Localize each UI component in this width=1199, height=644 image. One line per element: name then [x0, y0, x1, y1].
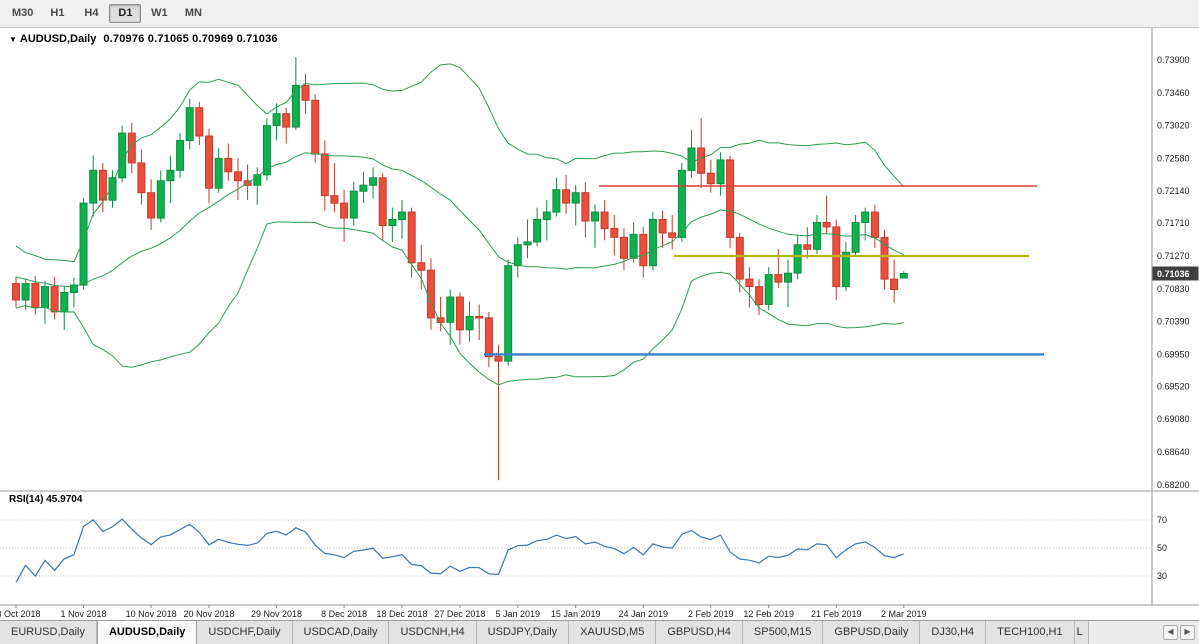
tabs-scroll-right-icon[interactable]: ▶ — [1180, 625, 1195, 640]
date-axis-tick: 2 Feb 2019 — [688, 609, 734, 619]
current-price-badge: 0.71036 — [1152, 266, 1199, 281]
rsi-axis-tick: 50 — [1157, 543, 1167, 553]
timeframe-button-m30[interactable]: M30 — [12, 7, 34, 19]
rsi-axis-tick: 70 — [1157, 515, 1167, 525]
date-axis-tick: 15 Jan 2019 — [551, 609, 601, 619]
chart-tabbar: EURUSD,Daily AUDUSD,Daily USDCHF,Daily USDC… — [0, 621, 1159, 644]
chart-tab-usdchf-daily[interactable]: USDCHF,Daily — [197, 621, 293, 644]
timeframe-button-d1[interactable]: D1 — [109, 4, 142, 23]
timeframe-button-w1[interactable]: W1 — [151, 7, 168, 19]
price-axis-tick: 0.70830 — [1157, 284, 1190, 294]
chart-window: 0.73900 0.73460 0.73020 0.72580 0.72140 0.717… — [0, 28, 1199, 620]
chart-tab-tech100-h1[interactable]: TECH100,H1 — [986, 621, 1075, 644]
price-axis-tick: 0.69080 — [1157, 414, 1190, 424]
chart-tab-l[interactable]: L — [1074, 621, 1089, 644]
rsi-indicator: 70 50 30 — [0, 515, 1167, 583]
price-axis-tick: 0.69520 — [1157, 381, 1190, 391]
price-chart-canvas[interactable]: 0.73900 0.73460 0.73020 0.72580 0.72140 0.717… — [0, 28, 1199, 620]
bollinger-middle-band — [15, 152, 905, 288]
date-axis-tick: 21 Feb 2019 — [811, 609, 862, 619]
chart-tab-gbpusd-daily[interactable]: GBPUSD,Daily — [823, 621, 921, 644]
rsi-axis-tick: 30 — [1157, 571, 1167, 581]
price-axis: 0.73900 0.73460 0.73020 0.72580 0.72140 0.717… — [1151, 28, 1190, 605]
bollinger-lower-band — [15, 221, 904, 386]
price-axis-tick: 0.73460 — [1157, 88, 1190, 98]
chart-tab-eurusd-daily[interactable]: EURUSD,Daily — [0, 621, 97, 644]
price-axis-tick: 0.68640 — [1157, 447, 1190, 457]
date-axis-tick: 24 Jan 2019 — [618, 609, 668, 619]
main-chart-plot-area[interactable] — [0, 28, 1152, 490]
tabs-scroll-left-icon[interactable]: ◀ — [1163, 625, 1178, 640]
date-axis-tick: 5 Jan 2019 — [496, 609, 541, 619]
date-axis-tick: 27 Dec 2018 — [434, 609, 485, 619]
price-axis-tick: 0.72140 — [1157, 186, 1190, 196]
chart-tab-xauusd-m5[interactable]: XAUUSD,M5 — [569, 621, 657, 644]
price-axis-tick: 0.72580 — [1157, 153, 1190, 163]
bollinger-bands — [15, 63, 905, 386]
date-axis: 23 Oct 2018 1 Nov 2018 10 Nov 2018 20 Nov 2… — [0, 605, 927, 619]
price-axis-tick: 0.68200 — [1157, 480, 1190, 490]
chart-tab-usdjpy-daily[interactable]: USDJPY,Daily — [476, 621, 570, 644]
date-axis-tick: 20 Nov 2018 — [183, 609, 234, 619]
chart-tab-audusd-daily[interactable]: AUDUSD,Daily — [96, 621, 198, 644]
date-axis-tick: 18 Dec 2018 — [376, 609, 427, 619]
chart-tab-gbpusd-h4[interactable]: GBPUSD,H4 — [656, 621, 743, 644]
date-axis-tick: 8 Dec 2018 — [321, 609, 367, 619]
timeframe-toolbar: M30 H1 H4 D1 W1 MN — [0, 0, 1199, 28]
price-axis-tick: 0.73020 — [1157, 121, 1190, 131]
rsi-line — [15, 518, 905, 583]
timeframe-button-mn[interactable]: MN — [184, 7, 202, 19]
tabbar-row: EURUSD,Daily AUDUSD,Daily USDCHF,Daily USDC… — [0, 620, 1199, 644]
chart-tab-dj30-h4[interactable]: DJ30,H4 — [920, 621, 987, 644]
date-axis-tick: 2 Mar 2019 — [881, 609, 927, 619]
price-axis-tick: 0.73900 — [1157, 55, 1190, 65]
timeframe-button-h4[interactable]: H4 — [84, 7, 99, 19]
date-axis-tick: 23 Oct 2018 — [0, 609, 41, 619]
bollinger-upper-band — [15, 63, 905, 263]
svg-text:0.71036: 0.71036 — [1157, 269, 1190, 279]
horizontal-trendlines — [484, 185, 1044, 356]
chart-tab-usdcad-daily[interactable]: USDCAD,Daily — [292, 621, 390, 644]
date-axis-tick: 1 Nov 2018 — [61, 609, 107, 619]
date-axis-tick: 10 Nov 2018 — [126, 609, 177, 619]
chart-tab-sp500-m15[interactable]: SP500,M15 — [742, 621, 824, 644]
price-axis-tick: 0.71270 — [1157, 251, 1190, 261]
price-axis-tick: 0.71710 — [1157, 218, 1190, 228]
candlestick-series — [12, 57, 908, 481]
price-axis-tick: 0.70390 — [1157, 317, 1190, 327]
timeframe-button-h1[interactable]: H1 — [50, 7, 65, 19]
date-axis-tick: 29 Nov 2018 — [251, 609, 302, 619]
price-axis-tick: 0.69950 — [1157, 349, 1190, 359]
chart-tab-usdcnh-h4[interactable]: USDCNH,H4 — [389, 621, 477, 644]
date-axis-tick: 12 Feb 2019 — [743, 609, 794, 619]
tab-scroll-controls: ◀ ▶ — [1159, 621, 1199, 644]
